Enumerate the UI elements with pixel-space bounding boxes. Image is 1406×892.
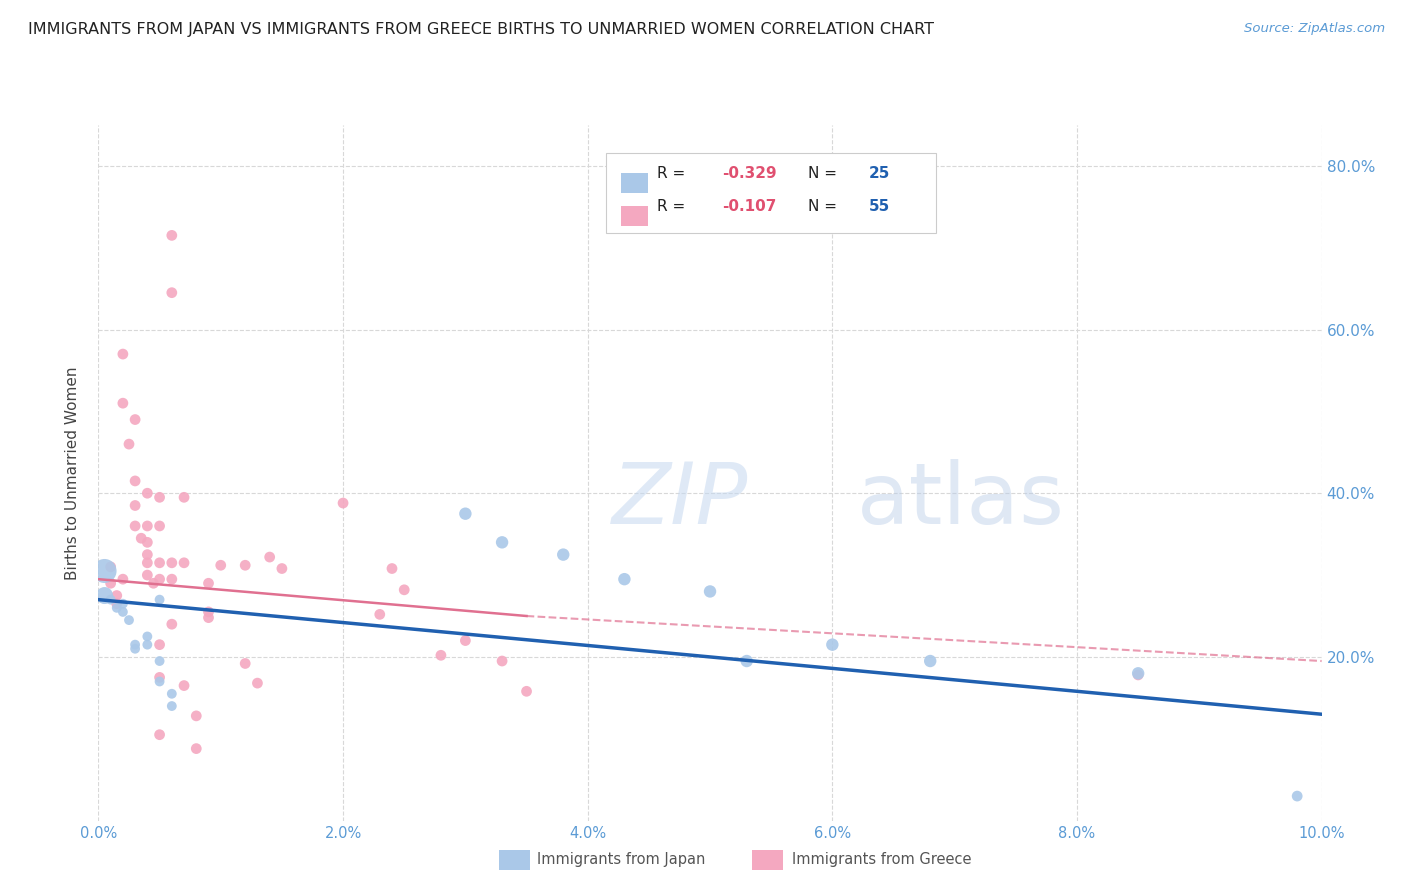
Point — [332, 496, 354, 510]
Point — [124, 499, 146, 513]
Text: R =: R = — [658, 166, 690, 181]
Text: Immigrants from Japan: Immigrants from Japan — [537, 853, 706, 867]
Text: -0.329: -0.329 — [723, 166, 778, 181]
Point — [149, 519, 172, 533]
Text: Immigrants from Greece: Immigrants from Greece — [792, 853, 972, 867]
Text: Source: ZipAtlas.com: Source: ZipAtlas.com — [1244, 22, 1385, 36]
Text: 25: 25 — [869, 166, 890, 181]
Point — [160, 285, 183, 300]
Point — [111, 597, 134, 611]
Point — [209, 558, 232, 573]
Point — [1128, 666, 1150, 681]
Point — [491, 654, 513, 668]
Text: 55: 55 — [869, 199, 890, 214]
Point — [111, 605, 134, 619]
Point — [233, 657, 256, 671]
Y-axis label: Births to Unmarried Women: Births to Unmarried Women — [65, 366, 80, 580]
Point — [186, 709, 208, 723]
Point — [920, 654, 942, 668]
Point — [613, 572, 636, 586]
Point — [392, 582, 416, 597]
Text: -0.107: -0.107 — [723, 199, 776, 214]
FancyBboxPatch shape — [606, 153, 936, 233]
Point — [149, 670, 172, 684]
Point — [430, 648, 453, 663]
Point — [160, 228, 183, 243]
Point — [124, 412, 146, 426]
Point — [105, 600, 128, 615]
Point — [136, 548, 159, 562]
Point — [136, 568, 159, 582]
Point — [735, 654, 758, 668]
Point — [381, 561, 404, 575]
Point — [160, 699, 183, 714]
Point — [93, 589, 115, 603]
Point — [821, 638, 844, 652]
Point — [100, 592, 122, 607]
Point — [149, 572, 172, 586]
Point — [699, 584, 721, 599]
Point — [197, 605, 219, 619]
Point — [111, 396, 134, 410]
Point — [173, 491, 195, 505]
Point — [105, 597, 128, 611]
Point — [149, 674, 172, 689]
Point — [100, 560, 122, 574]
Point — [136, 638, 159, 652]
Point — [1286, 789, 1309, 803]
Point — [93, 564, 115, 578]
FancyBboxPatch shape — [620, 206, 648, 226]
Point — [136, 535, 159, 549]
Point — [136, 556, 159, 570]
Point — [111, 572, 134, 586]
FancyBboxPatch shape — [620, 173, 648, 193]
Point — [368, 607, 391, 622]
Point — [136, 630, 159, 644]
Point — [124, 638, 146, 652]
Point — [149, 654, 172, 668]
Point — [124, 474, 146, 488]
Point — [118, 437, 141, 451]
Text: ZIP: ZIP — [612, 459, 748, 542]
Point — [105, 589, 128, 603]
Point — [129, 531, 152, 545]
Point — [149, 638, 172, 652]
Point — [136, 519, 159, 533]
Text: R =: R = — [658, 199, 690, 214]
Point — [111, 347, 134, 361]
Point — [160, 687, 183, 701]
Point — [142, 576, 165, 591]
Text: IMMIGRANTS FROM JAPAN VS IMMIGRANTS FROM GREECE BIRTHS TO UNMARRIED WOMEN CORREL: IMMIGRANTS FROM JAPAN VS IMMIGRANTS FROM… — [28, 22, 934, 37]
Text: N =: N = — [808, 199, 842, 214]
Point — [259, 550, 281, 565]
Point — [454, 633, 477, 648]
Point — [124, 519, 146, 533]
Point — [173, 556, 195, 570]
Text: atlas: atlas — [856, 459, 1064, 542]
Point — [149, 491, 172, 505]
Point — [100, 576, 122, 591]
Point — [160, 572, 183, 586]
Point — [197, 576, 219, 591]
Point — [173, 679, 195, 693]
Point — [186, 741, 208, 756]
Point — [160, 556, 183, 570]
Point — [160, 617, 183, 632]
Point — [1128, 668, 1150, 682]
Text: N =: N = — [808, 166, 842, 181]
Point — [149, 556, 172, 570]
Point — [136, 486, 159, 500]
Point — [233, 558, 256, 573]
Point — [270, 561, 292, 575]
Point — [516, 684, 538, 698]
Point — [197, 610, 219, 624]
Point — [149, 592, 172, 607]
Point — [246, 676, 269, 690]
Point — [553, 548, 575, 562]
Point — [118, 613, 141, 627]
Point — [491, 535, 513, 549]
Point — [149, 728, 172, 742]
Point — [454, 507, 477, 521]
Point — [124, 641, 146, 656]
